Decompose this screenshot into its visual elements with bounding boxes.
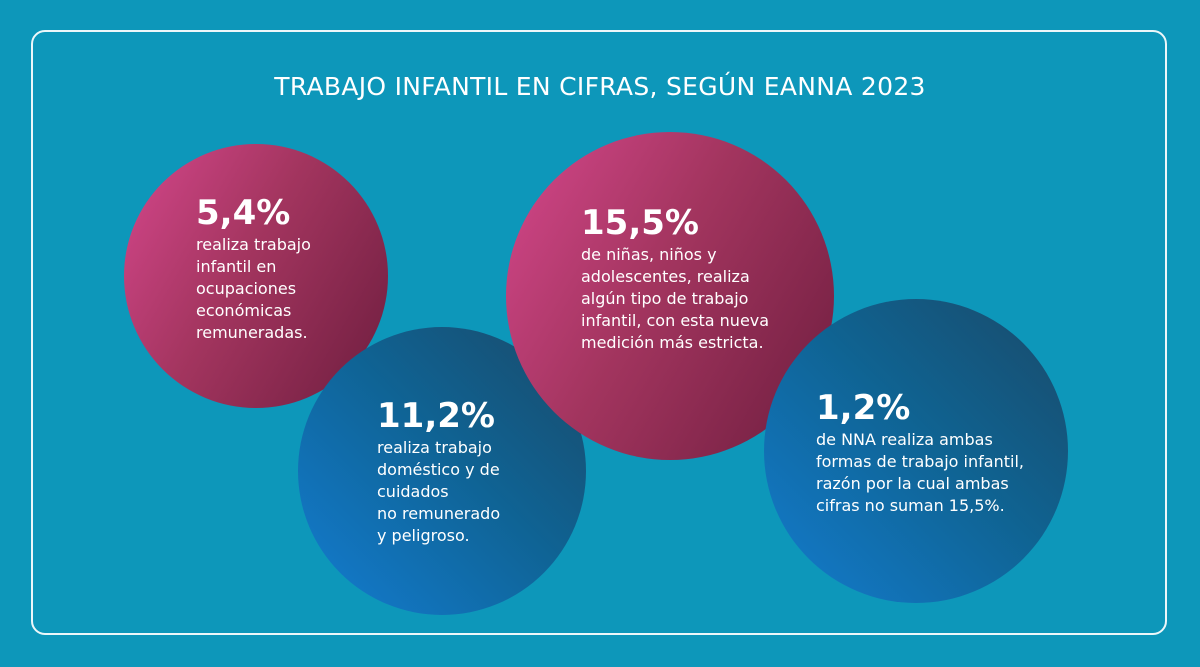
stat-total: 15,5% de niñas, niños y adolescentes, re… <box>581 204 769 354</box>
content-frame <box>31 30 1167 635</box>
stat-description: de niñas, niños y adolescentes, realiza … <box>581 245 770 352</box>
stat-domestic-work: 11,2% realiza trabajo doméstico y de cui… <box>377 397 500 547</box>
stat-paid-work: 5,4% realiza trabajo infantil en ocupaci… <box>196 194 311 344</box>
stat-value: 5,4% <box>196 193 291 233</box>
stat-description: realiza trabajo infantil en ocupaciones … <box>196 235 311 342</box>
stat-both-forms: 1,2% de NNA realiza ambas formas de trab… <box>816 389 1024 517</box>
stat-value: 15,5% <box>581 203 699 243</box>
infographic-title: TRABAJO INFANTIL EN CIFRAS, SEGÚN EANNA … <box>274 72 926 101</box>
stat-description: realiza trabajo doméstico y de cuidados … <box>377 438 501 545</box>
stat-circle-both-forms <box>764 299 1068 603</box>
stat-description: de NNA realiza ambas formas de trabajo i… <box>816 430 1024 515</box>
stat-value: 11,2% <box>377 396 495 436</box>
stat-value: 1,2% <box>816 388 911 428</box>
